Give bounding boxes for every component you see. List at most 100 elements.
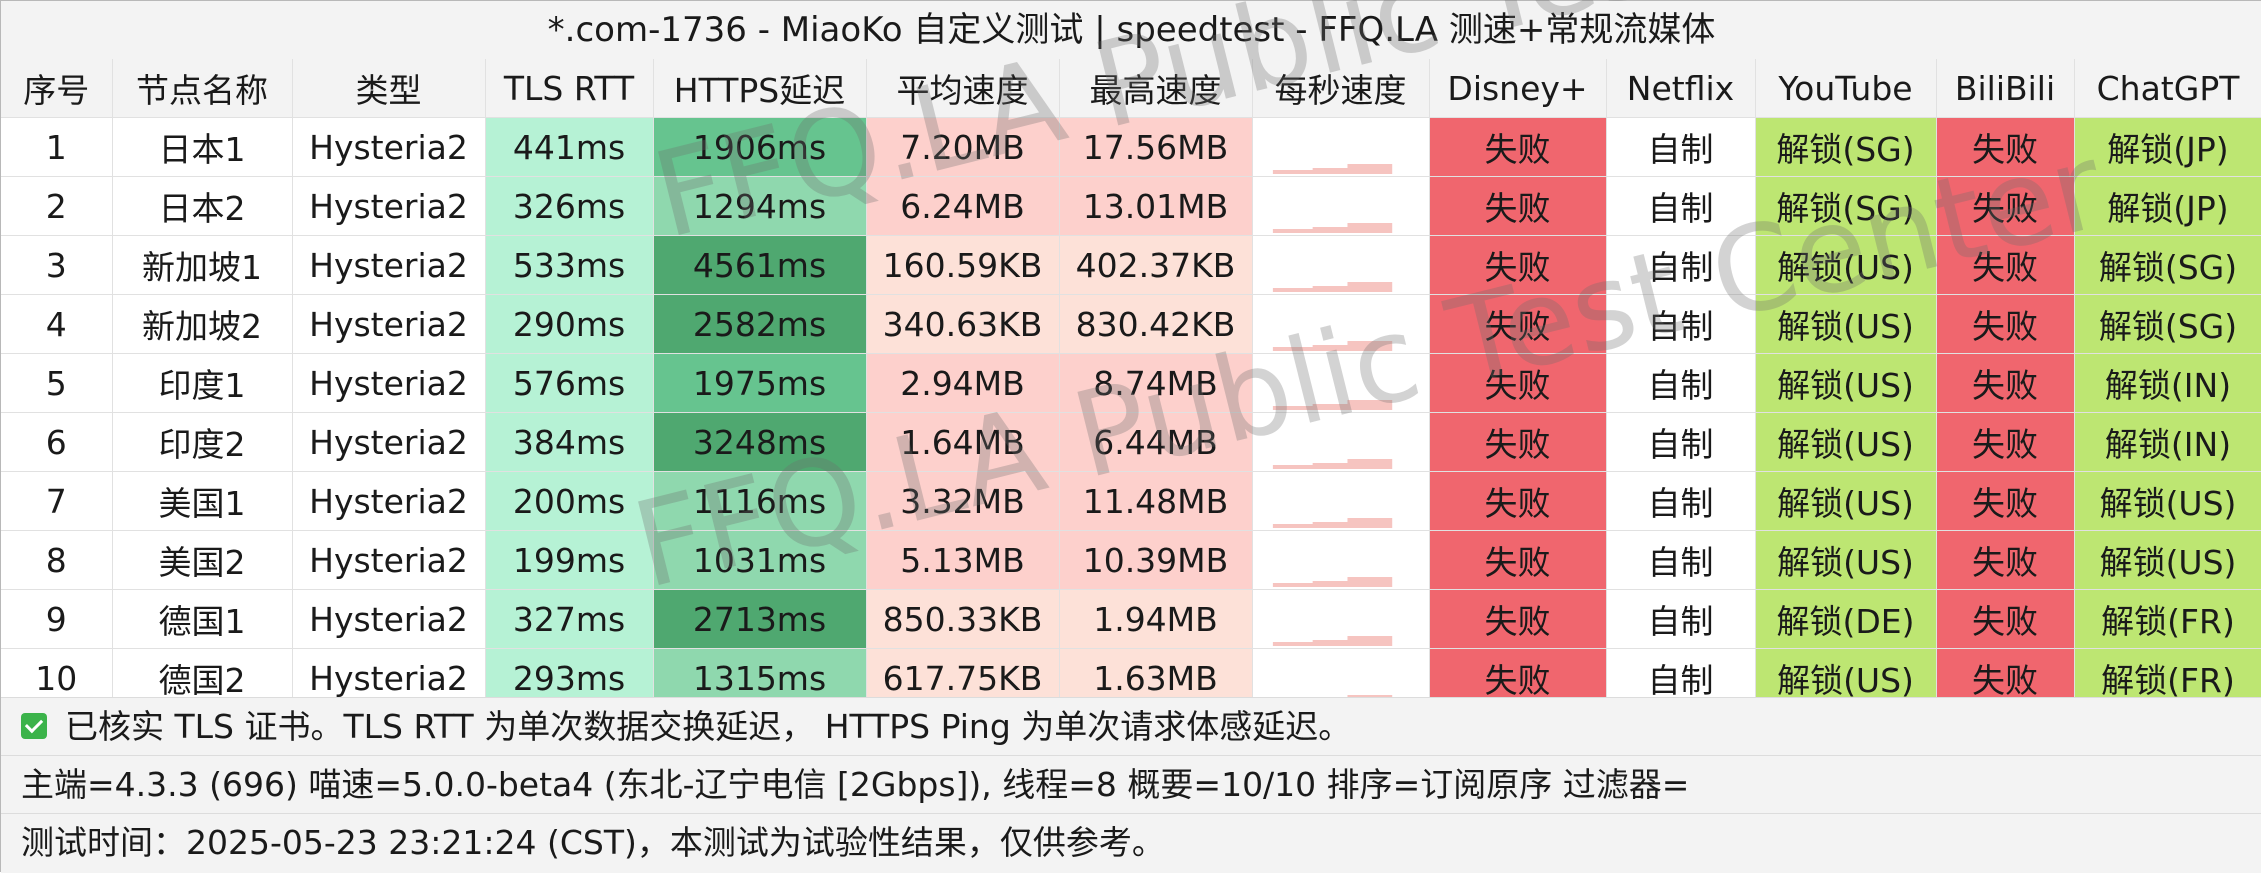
tls-note-text: 已核实 TLS 证书。TLS RTT 为单次数据交换延迟， HTTPS Ping… [65,707,1352,746]
node-name-cell: 日本2 [112,176,293,236]
table-row: 4 新加坡2 Hysteria2 290ms 2582ms 340.63KB 830.42K… [1,294,2261,354]
type-cell: Hysteria2 [292,412,486,472]
chatgpt-status-cell: 解锁(JP) [2074,176,2261,236]
table-row: 2 日本2 Hysteria2 326ms 1294ms 6.24MB 13.01MB 失败自… [1,176,2261,236]
node-name-cell: 新加坡2 [112,294,293,354]
https-latency-cell: 3248ms [653,412,867,472]
sparkline-area [1272,636,1392,646]
per-second-speed-cell [1252,589,1430,649]
max-speed-cell: 6.44MB [1059,412,1253,472]
col-header-netflix: Netflix [1606,59,1756,118]
tls-rtt-cell: 199ms [485,530,654,590]
max-speed-cell: 10.39MB [1059,530,1253,590]
youtube-status-cell: 解锁(US) [1755,353,1937,413]
type-cell: Hysteria2 [292,176,486,236]
sparkline-area [1272,164,1392,174]
col-header-avg-speed: 平均速度 [866,59,1060,118]
bilibili-status-cell: 失败 [1936,471,2075,531]
table-row: 9 德国1 Hysteria2 327ms 2713ms 850.33KB 1.94MB 失败… [1,589,2261,649]
youtube-status-cell: 解锁(SG) [1755,117,1937,177]
index-cell: 8 [1,530,113,590]
youtube-status-cell: 解锁(US) [1755,294,1937,354]
chatgpt-status-cell: 解锁(US) [2074,471,2261,531]
per-second-speed-cell [1252,471,1430,531]
max-speed-cell: 1.94MB [1059,589,1253,649]
sparkline-area [1272,341,1392,351]
sparkline-area [1272,518,1392,528]
bilibili-status-cell: 失败 [1936,530,2075,590]
https-latency-cell: 1294ms [653,176,867,236]
per-second-speed-cell [1252,353,1430,413]
col-header-https-latency: HTTPS延迟 [653,59,867,118]
netflix-status-cell: 自制 [1606,117,1756,177]
chatgpt-status-cell: 解锁(JP) [2074,117,2261,177]
max-speed-cell: 8.74MB [1059,353,1253,413]
disney-status-cell: 失败 [1429,294,1607,354]
youtube-status-cell: 解锁(DE) [1755,589,1937,649]
per-second-speed-cell [1252,294,1430,354]
netflix-status-cell: 自制 [1606,412,1756,472]
netflix-status-cell: 自制 [1606,294,1756,354]
tls-rtt-cell: 384ms [485,412,654,472]
node-name-cell: 印度2 [112,412,293,472]
per-second-speed-cell [1252,412,1430,472]
disney-status-cell: 失败 [1429,530,1607,590]
speed-sparkline [1253,354,1429,412]
bilibili-status-cell: 失败 [1936,117,2075,177]
youtube-status-cell: 解锁(US) [1755,530,1937,590]
type-cell: Hysteria2 [292,294,486,354]
avg-speed-cell: 340.63KB [866,294,1060,354]
type-cell: Hysteria2 [292,117,486,177]
max-speed-cell: 17.56MB [1059,117,1253,177]
tls-rtt-cell: 576ms [485,353,654,413]
bilibili-status-cell: 失败 [1936,294,2075,354]
avg-speed-cell: 2.94MB [866,353,1060,413]
sparkline-area [1272,223,1392,233]
disney-status-cell: 失败 [1429,589,1607,649]
index-cell: 2 [1,176,113,236]
col-header-tls-rtt: TLS RTT [485,59,654,118]
max-speed-cell: 11.48MB [1059,471,1253,531]
per-second-speed-cell [1252,235,1430,295]
avg-speed-cell: 3.32MB [866,471,1060,531]
page-title: *.com-1736 - MiaoKo 自定义测试 | speedtest - … [1,1,2261,60]
table-row: 5 印度1 Hysteria2 576ms 1975ms 2.94MB 8.74MB 失败 自制… [1,353,2261,413]
avg-speed-cell: 7.20MB [866,117,1060,177]
sparkline-area [1272,577,1392,587]
test-time: 测试时间：2025-05-23 23:21:24 (CST)，本测试为试验性结果… [1,813,2261,873]
speed-sparkline [1253,590,1429,648]
type-cell: Hysteria2 [292,589,486,649]
table-row: 8 美国2 Hysteria2 199ms 1031ms 5.13MB 10.39MB 失败自… [1,530,2261,590]
sparkline-area [1272,459,1392,469]
tls-verified-note: 已核实 TLS 证书。TLS RTT 为单次数据交换延迟， HTTPS Ping… [1,697,2261,755]
tls-rtt-cell: 327ms [485,589,654,649]
col-header-youtube: YouTube [1755,59,1937,118]
node-name-cell: 美国2 [112,530,293,590]
index-cell: 1 [1,117,113,177]
speed-sparkline [1253,177,1429,235]
index-cell: 3 [1,235,113,295]
node-name-cell: 美国1 [112,471,293,531]
youtube-status-cell: 解锁(US) [1755,471,1937,531]
col-header-per-second-speed: 每秒速度 [1252,59,1430,118]
node-name-cell: 日本1 [112,117,293,177]
bilibili-status-cell: 失败 [1936,235,2075,295]
chatgpt-status-cell: 解锁(IN) [2074,353,2261,413]
https-latency-cell: 1906ms [653,117,867,177]
type-cell: Hysteria2 [292,471,486,531]
speed-sparkline [1253,236,1429,294]
tls-rtt-cell: 326ms [485,176,654,236]
tls-rtt-cell: 200ms [485,471,654,531]
netflix-status-cell: 自制 [1606,589,1756,649]
disney-status-cell: 失败 [1429,117,1607,177]
disney-status-cell: 失败 [1429,176,1607,236]
col-header-bilibili: BiliBili [1936,59,2075,118]
youtube-status-cell: 解锁(SG) [1755,176,1937,236]
index-cell: 5 [1,353,113,413]
max-speed-cell: 402.37KB [1059,235,1253,295]
sparkline-area [1272,282,1392,292]
index-cell: 6 [1,412,113,472]
table-header: 序号 节点名称 类型 TLS RTT HTTPS延迟 平均速度 最高速度 每秒速… [1,59,2261,118]
netflix-status-cell: 自制 [1606,471,1756,531]
